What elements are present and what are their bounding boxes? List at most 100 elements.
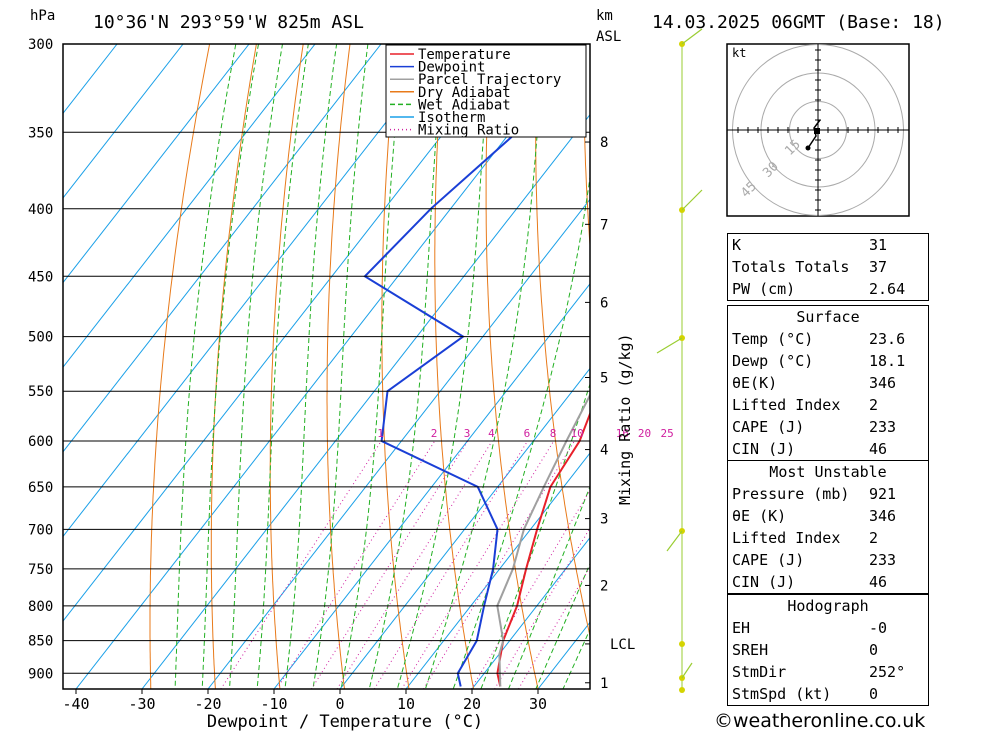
km-tick-label: LCL — [610, 637, 635, 653]
km-tick-label: 5 — [600, 371, 608, 387]
isotherm-line — [63, 44, 250, 284]
row-value: 252° — [869, 663, 906, 681]
wet-adiabat-line — [396, 44, 491, 689]
storm-motion-marker — [814, 128, 820, 134]
isotherm-line — [273, 283, 590, 689]
wind-barb — [656, 337, 683, 354]
km-tick-label: 2 — [600, 578, 608, 594]
footer-credit: ©weatheronline.co.uk — [714, 710, 926, 732]
pressure-tick-label: 400 — [28, 202, 53, 218]
wet-adiabat-line — [480, 382, 590, 689]
row-value: 921 — [869, 485, 897, 503]
pressure-tick-label: 300 — [28, 37, 53, 53]
km-tick-label: 8 — [600, 135, 608, 151]
mixing-ratio-label: 20 — [638, 427, 651, 440]
dry-adiabat-line — [269, 44, 304, 689]
wet-adiabat-line — [284, 44, 338, 689]
x-tick-label: 30 — [529, 695, 547, 713]
x-tick-label: 20 — [463, 695, 481, 713]
row-value: 346 — [869, 374, 897, 392]
dry-adiabat-line — [381, 44, 410, 689]
row-value: 37 — [869, 258, 888, 276]
row-label: Temp (°C) — [732, 330, 814, 348]
mixing-ratio-label: 8 — [550, 427, 557, 440]
mixing-ratio-line — [310, 440, 469, 689]
table-row: PW (cm) 2.64 — [728, 278, 928, 300]
mixing-ratio-line — [518, 566, 590, 689]
pressure-tick-label: 900 — [28, 666, 53, 682]
mixing-ratio-line — [220, 440, 382, 689]
wet-adiabat-line — [424, 44, 545, 689]
row-value: 0 — [869, 641, 879, 659]
pressure-tick-label: 500 — [28, 330, 53, 346]
datetime-title: 14.03.2025 06GMT (Base: 18) — [652, 12, 945, 33]
dry-adiabat-line — [434, 44, 475, 689]
table-row: CAPE (J) 233 — [728, 416, 928, 438]
wind-barb-dot — [679, 687, 685, 693]
temperature-series — [496, 411, 590, 687]
dry-adiabat-line — [958, 44, 1000, 689]
row-value: 233 — [869, 551, 897, 569]
hodograph-table: Hodograph EH -0 SREH 0 StmDir 252° StmSpd (kt) 0 — [727, 594, 929, 706]
isotherm-line — [63, 44, 514, 622]
pressure-tick-label: 350 — [28, 125, 53, 141]
row-value: 233 — [869, 418, 897, 436]
km-tick-label: 4 — [600, 443, 608, 459]
plot-frame — [62, 43, 591, 690]
location-title: 10°36'N 293°59'W 825m ASL — [93, 12, 364, 33]
table-row: SREH 0 — [728, 639, 928, 661]
row-label: PW (cm) — [732, 280, 796, 298]
row-value: 2 — [869, 529, 879, 547]
row-value: 2 — [869, 396, 879, 414]
mixing-ratio-label: 1 — [377, 427, 384, 440]
pressure-tick-label: 800 — [28, 599, 53, 615]
mixing-ratio-label: 16 — [616, 427, 629, 440]
legend-item: Wet Adiabat — [418, 97, 511, 113]
row-label: CAPE (J) — [732, 551, 805, 569]
row-label: Totals Totals — [732, 258, 850, 276]
row-value: 346 — [869, 507, 897, 525]
x-tick-label: -10 — [260, 695, 287, 713]
x-tick-label: -40 — [62, 695, 89, 713]
wet-adiabat-line — [201, 44, 259, 689]
legend-item: Parcel Trajectory — [418, 72, 561, 88]
mixing-ratio-label: 25 — [661, 427, 674, 440]
table-row: Totals Totals 37 — [728, 256, 928, 278]
row-label: StmSpd (kt) — [732, 685, 832, 703]
table-row: θE (K) 346 — [728, 505, 928, 527]
isotherm-line — [471, 536, 590, 689]
pressure-tick-label: 650 — [28, 480, 53, 496]
mixing-ratio-label: 10 — [570, 427, 583, 440]
most-unstable-table: Most Unstable Pressure (mb) 921 θE (K) 346 Li… — [727, 460, 929, 594]
table-row: CAPE (J) 233 — [728, 549, 928, 571]
isotherm-line — [339, 367, 590, 689]
parcel-trajectory-series — [496, 393, 590, 687]
table-row: K 31 — [728, 234, 928, 256]
km-label: km — [596, 8, 613, 24]
pressure-tick-label: 600 — [28, 434, 53, 450]
isotherm-line — [63, 44, 184, 199]
table-title: Most Unstable — [769, 463, 887, 481]
isotherm-line — [63, 44, 118, 115]
mixing-ratio-line — [494, 526, 590, 689]
wind-barb-dot — [679, 641, 685, 647]
km-tick-label: 6 — [600, 295, 608, 311]
mixing-ratio-label: 6 — [524, 427, 531, 440]
table-row: Lifted Index 2 — [728, 527, 928, 549]
mixing-ratio-axis-title: Mixing Ratio (g/kg) — [616, 333, 634, 505]
pressure-tick-label: 450 — [28, 269, 53, 285]
row-label: Dewp (°C) — [732, 352, 814, 370]
pressure-tick-label: 700 — [28, 522, 53, 538]
wet-adiabat-line — [312, 44, 369, 689]
row-label: CIN (J) — [732, 440, 796, 458]
row-value: 2.64 — [869, 280, 906, 298]
table-row: StmSpd (kt) 0 — [728, 683, 928, 705]
mixing-ratio-line — [336, 440, 493, 689]
dry-adiabat-line — [583, 44, 590, 252]
wet-adiabat-line — [507, 485, 590, 689]
table-title: Hodograph — [787, 597, 869, 615]
surface-table: Surface Temp (°C) 23.6 Dewp (°C) 18.1 θE(K) 34… — [727, 305, 929, 461]
row-label: Lifted Index — [732, 529, 841, 547]
mixing-ratio-label: 2 — [431, 427, 438, 440]
